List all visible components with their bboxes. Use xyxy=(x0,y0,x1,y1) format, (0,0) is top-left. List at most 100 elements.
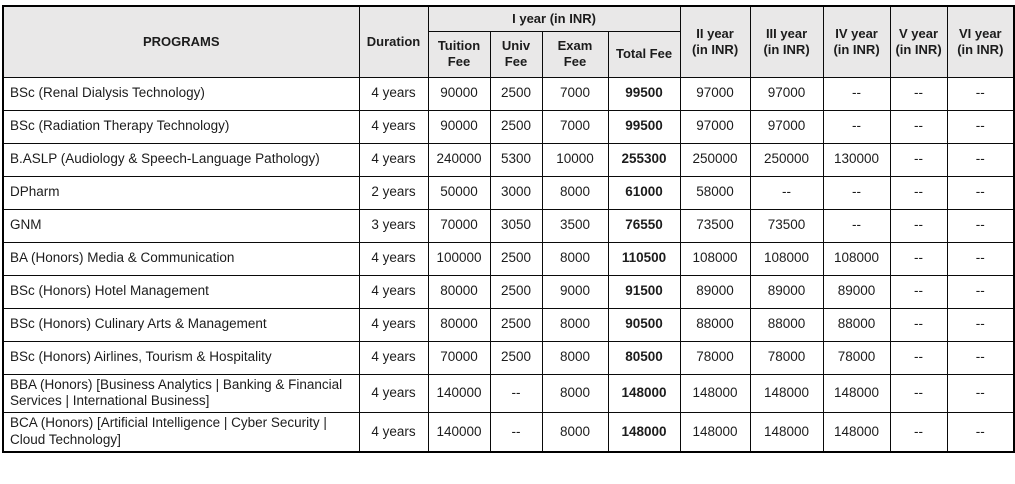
tuition-fee-cell: 50000 xyxy=(427,175,491,210)
duration-cell: 4 years xyxy=(358,142,429,177)
total-fee-cell: 255300 xyxy=(607,142,681,177)
table-row: BSc (Honors) Airlines, Tourism & Hospita… xyxy=(2,340,1015,375)
year4-cell: -- xyxy=(822,76,891,111)
table-row: GNM 3 years 70000 3050 3500 76550 73500 73500 --… xyxy=(2,208,1015,243)
header-line: (in INR) xyxy=(691,41,739,57)
year4-cell: 148000 xyxy=(822,373,891,414)
duration-cell: 4 years xyxy=(358,307,429,342)
exam-fee-cell: 7000 xyxy=(541,76,609,111)
col-header-year3: III year (in INR) xyxy=(749,5,824,78)
year3-cell: 88000 xyxy=(749,307,824,342)
univ-fee-cell: 2500 xyxy=(489,340,543,375)
col-header-year2: II year (in INR) xyxy=(679,5,751,78)
header-line: V year xyxy=(899,25,939,41)
table-row: BSc (Renal Dialysis Technology) 4 years 90… xyxy=(2,76,1015,111)
year5-cell: -- xyxy=(889,373,948,414)
year2-cell: 88000 xyxy=(679,307,751,342)
year6-cell: -- xyxy=(946,412,1015,453)
total-fee-cell: 80500 xyxy=(607,340,681,375)
year2-cell: 148000 xyxy=(679,373,751,414)
year5-cell: -- xyxy=(889,142,948,177)
duration-cell: 4 years xyxy=(358,340,429,375)
year6-cell: -- xyxy=(946,109,1015,144)
year4-cell: 108000 xyxy=(822,241,891,276)
year5-cell: -- xyxy=(889,274,948,309)
year6-cell: -- xyxy=(946,274,1015,309)
year3-cell: 148000 xyxy=(749,412,824,453)
header-row-1: PROGRAMS Duration I year (in INR) II yea… xyxy=(2,5,1015,78)
year5-cell: -- xyxy=(889,412,948,453)
year3-cell: 97000 xyxy=(749,109,824,144)
program-cell: BSc (Honors) Hotel Management xyxy=(2,274,360,309)
table-row: BA (Honors) Media & Communication 4 years… xyxy=(2,241,1015,276)
univ-fee-cell: 2500 xyxy=(489,109,543,144)
year2-cell: 250000 xyxy=(679,142,751,177)
header-line: Univ xyxy=(501,37,531,53)
year6-cell: -- xyxy=(946,373,1015,414)
year5-cell: -- xyxy=(889,76,948,111)
year4-cell: -- xyxy=(822,109,891,144)
exam-fee-cell: 8000 xyxy=(541,307,609,342)
year4-cell: -- xyxy=(822,208,891,243)
program-cell: BSc (Renal Dialysis Technology) xyxy=(2,76,360,111)
tuition-fee-cell: 140000 xyxy=(427,412,491,453)
year6-cell: -- xyxy=(946,241,1015,276)
year4-cell: -- xyxy=(822,175,891,210)
col-header-programs: PROGRAMS xyxy=(2,5,360,78)
col-header-duration: Duration xyxy=(358,5,429,78)
header-line: (in INR) xyxy=(833,41,880,57)
univ-fee-cell: -- xyxy=(489,373,543,414)
tuition-fee-cell: 70000 xyxy=(427,340,491,375)
univ-fee-cell: 2500 xyxy=(489,274,543,309)
header-line: II year xyxy=(696,25,734,41)
total-fee-cell: 76550 xyxy=(607,208,681,243)
program-cell: BA (Honors) Media & Communication xyxy=(2,241,360,276)
univ-fee-cell: 2500 xyxy=(489,307,543,342)
duration-cell: 4 years xyxy=(358,412,429,453)
duration-cell: 4 years xyxy=(358,274,429,309)
header-line: (in INR) xyxy=(763,41,810,57)
exam-fee-cell: 8000 xyxy=(541,412,609,453)
header-line: VI year xyxy=(958,25,1002,41)
header-line: Fee xyxy=(563,54,587,69)
col-header-total-fee: Total Fee xyxy=(607,30,681,78)
year6-cell: -- xyxy=(946,208,1015,243)
header-line: IV year xyxy=(835,25,878,41)
year2-cell: 148000 xyxy=(679,412,751,453)
program-cell: BSc (Radiation Therapy Technology) xyxy=(2,109,360,144)
duration-cell: 3 years xyxy=(358,208,429,243)
duration-cell: 4 years xyxy=(358,373,429,414)
year5-cell: -- xyxy=(889,208,948,243)
tuition-fee-cell: 240000 xyxy=(427,142,491,177)
program-cell: DPharm xyxy=(2,175,360,210)
header-line: III year xyxy=(765,25,808,41)
tuition-fee-cell: 80000 xyxy=(427,307,491,342)
header-row-2: Tuition Fee Univ Fee Exam Fee Total Fee xyxy=(3,30,1014,78)
year3-cell: 108000 xyxy=(749,241,824,276)
header-line: Exam xyxy=(557,37,593,53)
tuition-fee-cell: 80000 xyxy=(427,274,491,309)
table-row: BSc (Honors) Culinary Arts & Management 4… xyxy=(2,307,1015,342)
exam-fee-cell: 3500 xyxy=(541,208,609,243)
year2-cell: 89000 xyxy=(679,274,751,309)
exam-fee-cell: 8000 xyxy=(541,340,609,375)
total-fee-cell: 90500 xyxy=(607,307,681,342)
col-header-year4: IV year (in INR) xyxy=(822,5,891,78)
total-fee-cell: 91500 xyxy=(607,274,681,309)
tuition-fee-cell: 90000 xyxy=(427,109,491,144)
table-row: BSc (Radiation Therapy Technology) 4 year… xyxy=(2,109,1015,144)
header-line: Fee xyxy=(447,54,471,69)
duration-cell: 4 years xyxy=(358,109,429,144)
fees-table: PROGRAMS Duration I year (in INR) II yea… xyxy=(2,5,1015,453)
year3-cell: 250000 xyxy=(749,142,824,177)
header-line: Tuition xyxy=(437,37,481,53)
duration-cell: 4 years xyxy=(358,241,429,276)
col-header-exam-fee: Exam Fee xyxy=(541,30,609,78)
table-row: BBA (Honors) [Business Analytics | Banki… xyxy=(2,373,1015,414)
table-row: BCA (Honors) [Artificial Intelligence | … xyxy=(2,412,1015,453)
total-fee-cell: 148000 xyxy=(607,412,681,453)
exam-fee-cell: 8000 xyxy=(541,175,609,210)
tuition-fee-cell: 100000 xyxy=(427,241,491,276)
year5-cell: -- xyxy=(889,340,948,375)
